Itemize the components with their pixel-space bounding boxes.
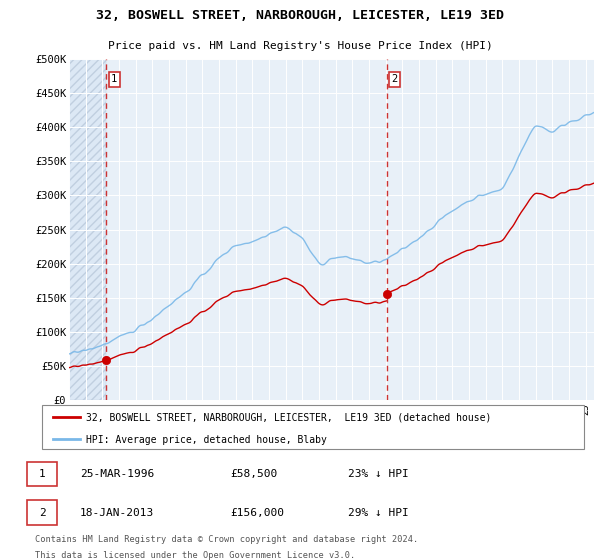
Text: 32, BOSWELL STREET, NARBOROUGH, LEICESTER,  LE19 3ED (detached house): 32, BOSWELL STREET, NARBOROUGH, LEICESTE… <box>86 413 491 422</box>
FancyBboxPatch shape <box>27 500 58 525</box>
Text: £156,000: £156,000 <box>230 507 284 517</box>
Text: £58,500: £58,500 <box>230 469 278 479</box>
Bar <box>69 59 106 400</box>
Text: 2: 2 <box>39 507 46 517</box>
Text: 25-MAR-1996: 25-MAR-1996 <box>80 469 154 479</box>
Text: This data is licensed under the Open Government Licence v3.0.: This data is licensed under the Open Gov… <box>35 552 355 560</box>
Text: 18-JAN-2013: 18-JAN-2013 <box>80 507 154 517</box>
Text: 23% ↓ HPI: 23% ↓ HPI <box>347 469 409 479</box>
Text: 1: 1 <box>39 469 46 479</box>
Text: 1: 1 <box>111 74 118 84</box>
Text: 32, BOSWELL STREET, NARBOROUGH, LEICESTER, LE19 3ED: 32, BOSWELL STREET, NARBOROUGH, LEICESTE… <box>96 9 504 22</box>
Text: Contains HM Land Registry data © Crown copyright and database right 2024.: Contains HM Land Registry data © Crown c… <box>35 535 418 544</box>
FancyBboxPatch shape <box>42 405 584 449</box>
FancyBboxPatch shape <box>27 461 58 487</box>
Text: HPI: Average price, detached house, Blaby: HPI: Average price, detached house, Blab… <box>86 435 326 445</box>
Text: 29% ↓ HPI: 29% ↓ HPI <box>347 507 409 517</box>
Text: Price paid vs. HM Land Registry's House Price Index (HPI): Price paid vs. HM Land Registry's House … <box>107 41 493 51</box>
Text: 2: 2 <box>392 74 398 84</box>
